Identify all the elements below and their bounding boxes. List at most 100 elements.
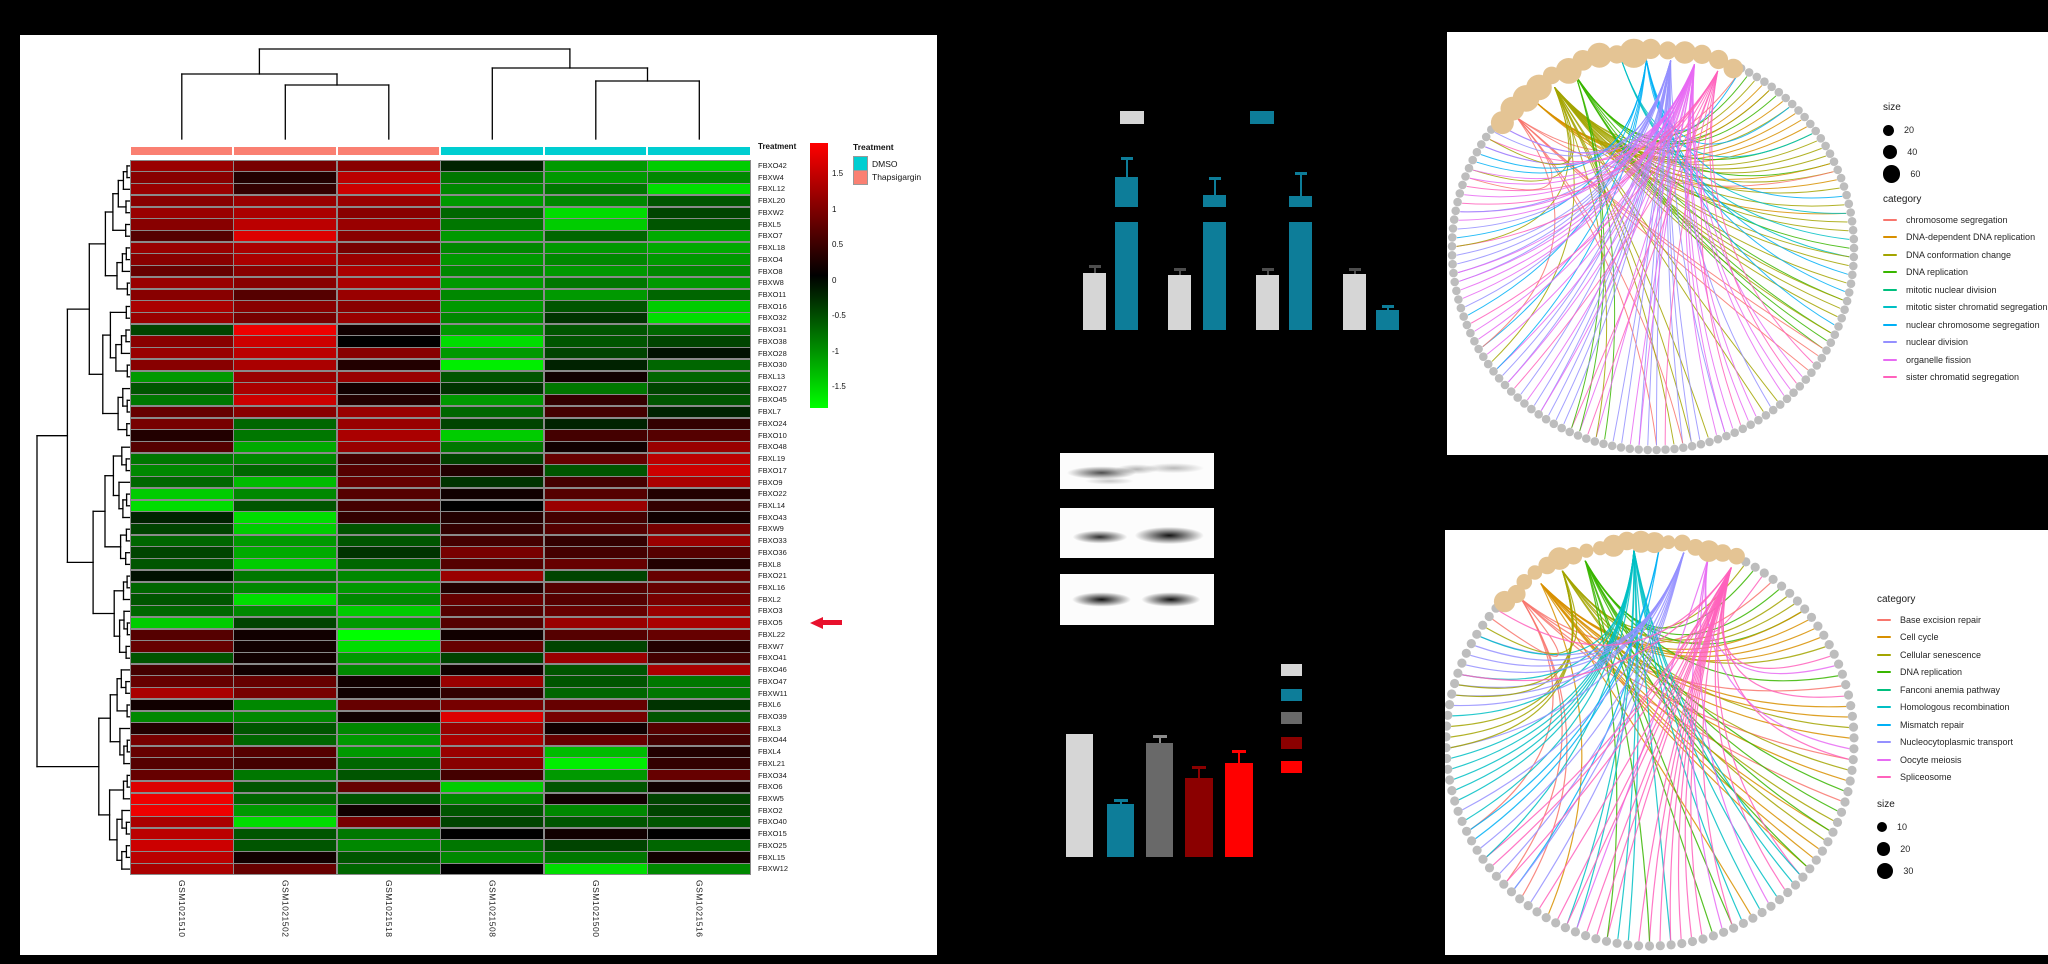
heatmap-cell: [648, 805, 751, 816]
heatmap-cell: [648, 430, 751, 441]
gene-node-dot: [1551, 918, 1561, 928]
gene-label: FBXO31: [758, 325, 787, 335]
heatmap-cell: [130, 793, 233, 804]
heatmap-cell: [544, 441, 647, 453]
heatmap-cell: [234, 336, 337, 347]
heatmap-cell: [337, 863, 440, 875]
gene-node-dot: [1836, 807, 1847, 817]
teal-bar-lower: [1203, 222, 1226, 330]
gene-node-dot: [1468, 155, 1477, 165]
gene-node-dot: [1549, 419, 1559, 429]
gene-node-dot: [1449, 268, 1458, 278]
category-label: mitotic nuclear division: [1906, 284, 1997, 295]
treatment-legend-title: Treatment: [853, 142, 894, 152]
gene-node-dot: [1696, 439, 1706, 449]
heatmap-cell: [648, 277, 751, 289]
category-legend-item: Oocyte meiosis: [1877, 751, 2013, 769]
heatmap-cell: [544, 524, 647, 535]
heatmap-cell: [130, 336, 233, 347]
gene-label: FBXO33: [758, 536, 787, 546]
heatmap-cell: [234, 219, 337, 230]
heatmap-cell: [648, 477, 751, 488]
category-dash-icon: [1877, 741, 1891, 744]
category-label: Base excision repair: [1900, 614, 1982, 625]
category-label: DNA-dependent DNA replication: [1906, 232, 2036, 243]
size-legend-title: size: [1877, 799, 1895, 810]
heatmap-cell: [544, 430, 647, 441]
gene-node-dot: [1738, 918, 1748, 928]
heatmap-cell: [544, 465, 647, 476]
heatmap-cell: [544, 313, 647, 324]
gene-node-dot: [1844, 199, 1854, 209]
heatmap-cell: [337, 606, 440, 617]
heatmap-cell: [234, 582, 337, 593]
heatmap-cell: [337, 488, 440, 500]
chord-link: [1705, 558, 1850, 750]
category-legend-item: Homologous recombination: [1877, 699, 2013, 717]
gene-node-dot: [1506, 387, 1516, 396]
heatmap-cell: [648, 313, 751, 324]
treatment-legend-label: Thapsigargin: [872, 172, 922, 182]
gene-node-dot: [1819, 630, 1829, 640]
treatment-legend-swatch: [853, 169, 868, 185]
heatmap-cell: [544, 711, 647, 722]
heatmap-cell: [648, 395, 751, 406]
heatmap-cell: [130, 711, 233, 722]
gene-node-dot: [1455, 189, 1465, 198]
gene-node-dot: [1472, 147, 1482, 157]
gene-node-dot: [1840, 305, 1849, 315]
gene-node-dot: [1462, 826, 1472, 836]
heatmap-cell: [130, 207, 233, 218]
gene-node-dot: [1441, 732, 1451, 742]
chord-plot-go-terms: size 20 40 60 category chromosome segregat…: [1447, 32, 2048, 455]
heatmap-cell: [337, 441, 440, 453]
gene-node-dot: [1461, 648, 1471, 658]
heatmap-cell: [648, 817, 751, 828]
heatmap-cell: [648, 184, 751, 195]
gene-node-dot: [1687, 936, 1698, 947]
size-dot-icon: [1883, 144, 1898, 160]
heatmap-cell: [441, 512, 544, 523]
heatmap-cell: [130, 184, 233, 195]
heatmap-cell: [234, 559, 337, 570]
heatmap-cell: [648, 266, 751, 277]
heatmap-cell: [441, 817, 544, 828]
gene-node-dot: [1687, 441, 1697, 451]
gene-node-dot: [1523, 901, 1533, 911]
heatmap-cell: [544, 371, 647, 382]
gene-node-dot: [1453, 668, 1463, 678]
treatment-annotation-segment: [234, 147, 336, 155]
bar: [1066, 734, 1093, 857]
heatmap-cell: [337, 371, 440, 382]
gene-node-dot: [1643, 445, 1652, 455]
heatmap-cell: [234, 852, 337, 863]
heatmap-cell: [441, 524, 544, 535]
gene-node-dot: [1848, 270, 1857, 280]
heatmap-cell: [337, 617, 440, 629]
gene-node-dot: [1464, 163, 1474, 173]
chord-link: [1516, 117, 1819, 356]
gene-label: FBXW7: [758, 641, 784, 651]
gene-node-dot: [1811, 126, 1820, 136]
gene-node-dot: [1625, 444, 1635, 454]
heatmap-cell: [234, 359, 337, 371]
heatmap-cell: [130, 406, 233, 418]
gene-node-dot: [1848, 722, 1859, 732]
heatmap-cell: [648, 758, 751, 769]
arrow-shaft: [823, 620, 842, 626]
gene-node-dot: [1825, 149, 1835, 158]
heatmap-cell: [130, 172, 233, 183]
heatmap-cell: [441, 606, 544, 617]
heatmap-cell: [234, 688, 337, 699]
gene-node-dot: [1822, 346, 1831, 355]
gene-node-dot: [1453, 197, 1462, 207]
teal-bar-lower: [1376, 310, 1399, 330]
gene-label: FBXO36: [758, 547, 787, 557]
heatmap-cell: [648, 524, 751, 535]
gene-node-dot: [1801, 375, 1811, 384]
heatmap-cell: [441, 852, 544, 863]
heatmap-cell: [234, 770, 337, 781]
gene-node-dot: [1499, 879, 1509, 889]
gene-node-dot: [1581, 931, 1591, 941]
legend-swatch: [1281, 737, 1302, 749]
